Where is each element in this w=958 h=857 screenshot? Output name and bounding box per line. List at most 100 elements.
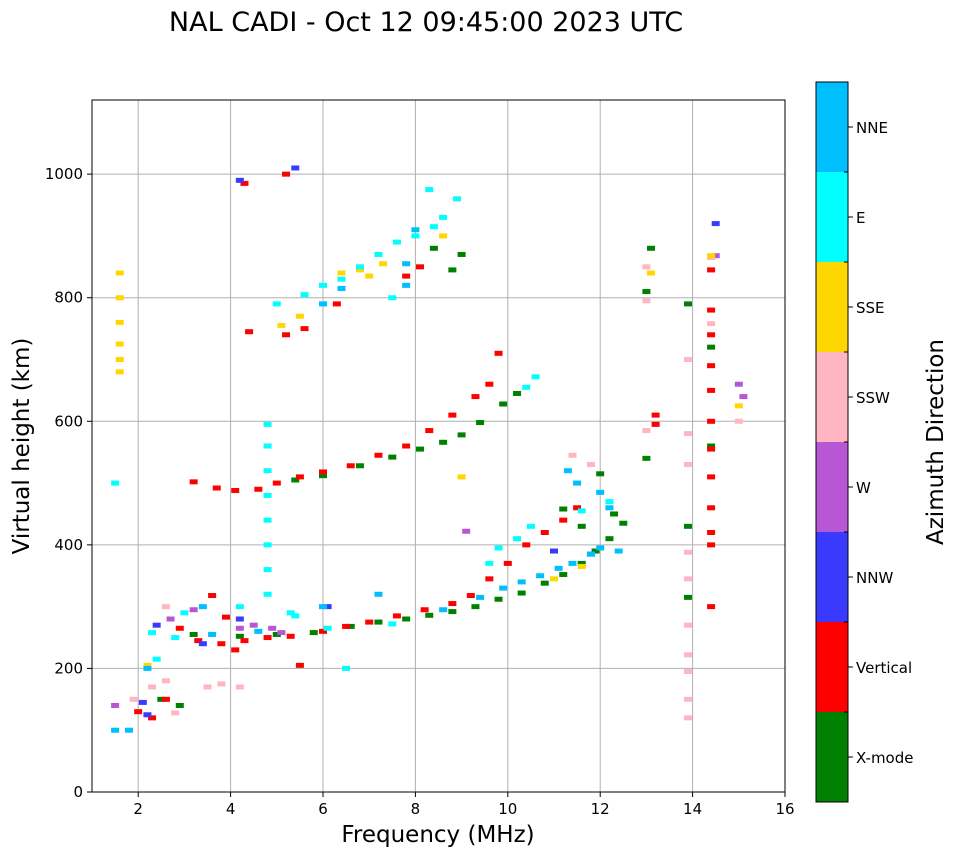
data-point-vertical <box>342 623 351 629</box>
data-point-nne <box>208 631 217 637</box>
data-point-w <box>734 381 743 387</box>
data-point-vertical <box>402 273 411 279</box>
data-point-x-mode <box>499 401 508 407</box>
data-point-e <box>439 214 448 220</box>
data-point-w <box>739 394 748 400</box>
data-point-vertical <box>448 601 457 607</box>
data-point-e <box>531 374 540 380</box>
data-point-e <box>263 468 272 474</box>
data-point-x-mode <box>540 580 549 586</box>
data-point-nne <box>143 665 152 671</box>
data-point-sse <box>115 319 124 325</box>
data-point-x-mode <box>494 596 503 602</box>
data-point-vertical <box>245 329 254 335</box>
data-point-vertical <box>707 332 716 338</box>
data-point-w <box>111 703 120 708</box>
data-point-ssw <box>642 298 651 304</box>
data-point-e <box>337 276 346 282</box>
data-point-w <box>235 625 244 631</box>
data-point-vertical <box>319 628 327 634</box>
data-point-ssw <box>683 622 692 628</box>
data-point-e <box>429 224 438 230</box>
data-point-vertical <box>189 479 198 485</box>
data-point-vertical <box>194 638 203 644</box>
data-point-vertical <box>485 381 494 387</box>
data-point-w <box>462 528 471 534</box>
data-point-x-mode <box>346 623 355 629</box>
data-point-vertical <box>295 474 304 480</box>
colorbar-swatch-nne <box>816 82 848 172</box>
data-point-e <box>494 545 503 551</box>
data-point-x-mode <box>272 631 281 637</box>
data-point-nne <box>439 607 448 613</box>
data-point-e <box>605 499 614 505</box>
data-point-nne <box>411 227 420 233</box>
data-point-vertical <box>134 709 143 715</box>
data-point-vertical <box>707 446 716 452</box>
data-point-nne <box>596 489 605 495</box>
data-point-sse <box>647 270 656 276</box>
x-tick-label: 6 <box>318 800 328 818</box>
data-point-e <box>374 251 383 257</box>
y-tick-label: 800 <box>54 289 83 307</box>
data-point-e <box>388 621 397 627</box>
data-point-e <box>180 610 189 616</box>
data-point-x-mode <box>189 631 198 637</box>
data-point-w <box>268 625 277 631</box>
data-point-vertical <box>217 641 226 647</box>
data-point-nne <box>605 505 614 511</box>
data-point-sse <box>734 403 743 409</box>
data-point-nnw <box>152 622 161 628</box>
data-point-vertical <box>286 633 295 639</box>
y-tick-label: 0 <box>73 783 83 801</box>
colorbar-swatch-vertical <box>816 622 848 712</box>
data-point-nne <box>568 560 577 566</box>
colorbar-tick-label: X-mode <box>856 749 913 767</box>
data-point-ssw <box>235 684 244 690</box>
data-point-sse <box>707 253 716 259</box>
data-point-sse <box>143 662 152 668</box>
data-point-ssw <box>683 357 692 362</box>
data-point-ssw <box>129 696 138 702</box>
x-tick-label: 10 <box>498 800 517 818</box>
data-point-e <box>171 635 180 641</box>
y-axis-label: Virtual height (km) <box>9 338 35 555</box>
data-point-nne <box>586 551 595 557</box>
data-point-e <box>388 295 397 301</box>
data-point-e <box>323 625 332 631</box>
data-point-sse <box>115 341 124 347</box>
data-point-vertical <box>471 394 480 400</box>
data-point-x-mode <box>642 455 651 461</box>
data-point-x-mode <box>619 520 628 526</box>
colorbar-tick-label: E <box>856 209 865 227</box>
data-point-x-mode <box>610 511 619 517</box>
y-tick-label: 1000 <box>45 165 83 183</box>
data-point-vertical <box>503 560 512 566</box>
data-point-x-mode <box>476 420 485 426</box>
data-point-nne <box>402 261 411 267</box>
data-point-nnw <box>550 548 558 554</box>
data-point-e <box>152 656 161 662</box>
data-point-x-mode <box>642 289 651 295</box>
y-axis-ticks: 0 200 400 600 800 1000 <box>45 165 92 801</box>
colorbar: X-mode Vertical NNW W SSW SSE E NNE <box>815 81 913 803</box>
data-point-nnw <box>235 177 244 183</box>
data-point-nne <box>402 282 411 288</box>
data-point-x-mode <box>707 443 716 449</box>
data-point-vertical <box>494 350 503 356</box>
data-point-e <box>522 384 531 390</box>
data-point-ssw <box>203 684 212 690</box>
colorbar-tick-label: NNW <box>856 569 893 587</box>
y-tick-label: 400 <box>54 536 83 554</box>
data-point-nne <box>573 480 582 486</box>
data-point-vertical <box>263 635 272 641</box>
data-point-vertical <box>707 363 716 369</box>
data-point-x-mode <box>457 251 466 257</box>
colorbar-swatch-nnw <box>816 532 848 622</box>
x-tick-label: 2 <box>133 800 143 818</box>
data-point-x-mode <box>647 245 656 251</box>
data-point-vertical <box>707 267 716 273</box>
data-point-nne <box>614 548 623 554</box>
colorbar-swatch-e <box>816 172 848 262</box>
data-point-x-mode <box>559 572 568 578</box>
